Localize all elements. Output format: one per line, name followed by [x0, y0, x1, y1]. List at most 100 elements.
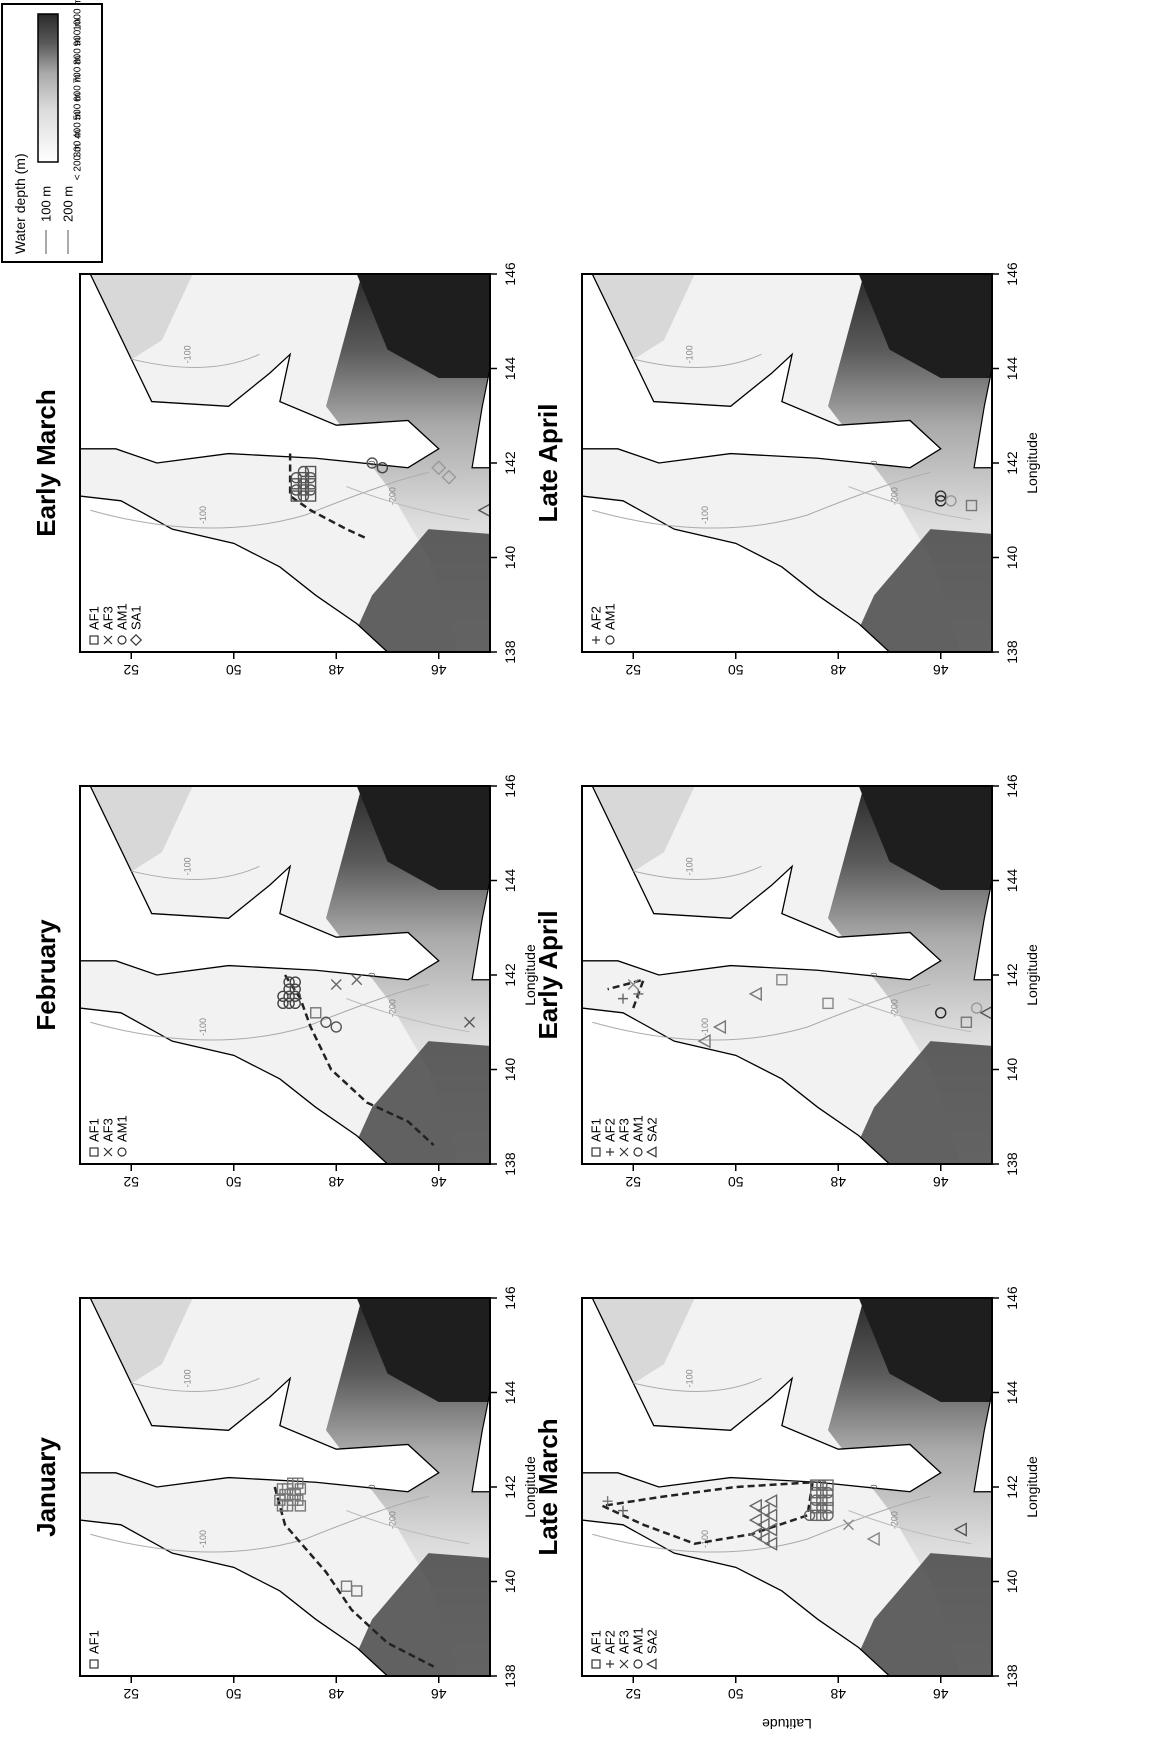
land-south	[973, 880, 992, 981]
legend-label: AF1	[87, 1118, 102, 1142]
legend-label: AM1	[115, 603, 130, 630]
panel-late-april: Late April -100 -100 -200 0 AF2 AM1 138 140 142 14…	[533, 262, 1020, 678]
circle-marker	[366, 457, 378, 469]
lon-tick-label: 142	[1004, 963, 1020, 987]
panel-legend: AF1 AF2 AF3 AM1 SA2	[589, 1115, 660, 1158]
legend-label: AF2	[589, 606, 604, 630]
triangle-marker	[697, 1033, 711, 1049]
isobath-100	[90, 983, 429, 1041]
legend-label: AF3	[617, 1630, 632, 1654]
plus-marker	[618, 1505, 628, 1516]
depth-scale-label: 400 m	[73, 111, 84, 139]
deep-water-west	[346, 1553, 490, 1676]
x-marker	[843, 1519, 854, 1531]
legend-title: Water depth (m)	[12, 153, 28, 254]
legend-label: AF1	[589, 1630, 604, 1654]
lat-tick-label: 48	[328, 1686, 344, 1702]
lon-tick-label: 146	[1004, 774, 1020, 798]
lon-tick-label: 142	[1004, 451, 1020, 475]
lon-tick-label: 146	[1004, 262, 1020, 286]
diamond-marker	[441, 469, 457, 485]
map-area: -100 -100 -200 0	[80, 1298, 490, 1676]
circle-marker	[304, 484, 317, 496]
depth-scale-label: 800 m	[73, 37, 84, 65]
panel-legend: AF2 AM1	[589, 603, 618, 645]
land-continent	[582, 1007, 892, 1164]
circle-marker	[290, 471, 302, 484]
isobath-200	[848, 1510, 972, 1545]
square-marker	[340, 1580, 353, 1592]
x-axis-title: Longitude	[522, 1456, 538, 1518]
lat-tick-label: 50	[728, 662, 744, 678]
axis-titles: Longitude Longitude Longitude Longitude Long…	[522, 432, 1040, 1732]
square-marker	[297, 471, 310, 484]
isobath-100-east	[131, 865, 260, 880]
legend-label: SA2	[645, 1117, 660, 1142]
x-marker	[619, 1659, 629, 1669]
legend-label: AM1	[115, 1115, 130, 1142]
land-south	[471, 1392, 490, 1493]
contour-label: 0	[367, 972, 377, 977]
rotated-figure: January -100 -100 -200 0 AF1 138 140 142 144 146 46…	[1, 0, 1040, 1732]
square-marker	[816, 1486, 828, 1499]
panel-title: Late March	[533, 1418, 563, 1555]
lon-tick-label: 144	[502, 1381, 518, 1405]
lat-tick-label: 46	[933, 1174, 949, 1190]
land-south	[471, 368, 490, 469]
panel-title: January	[31, 1437, 61, 1537]
land-continent	[582, 495, 892, 652]
square-marker	[304, 465, 317, 478]
deep-water-west	[346, 1041, 490, 1164]
deep-water-west	[848, 529, 992, 652]
lon-tick-label: 146	[502, 262, 518, 286]
isobath-200	[848, 998, 972, 1033]
lon-tick-label: 144	[502, 357, 518, 381]
isobath-100	[592, 1495, 931, 1553]
triangle-marker	[756, 1531, 770, 1547]
circle-marker	[289, 983, 301, 995]
depth-scale-label: 300 m	[73, 130, 84, 158]
contour-label: -200	[890, 1511, 900, 1529]
land-south	[471, 880, 490, 981]
square-marker	[290, 490, 302, 502]
land-south	[973, 368, 992, 469]
triangle-marker	[712, 1019, 727, 1035]
depth-scale-label: 600 m	[73, 74, 84, 102]
lon-tick-label: 138	[1004, 1152, 1020, 1176]
triangle-marker	[764, 1508, 778, 1523]
legend-label: AF3	[617, 1118, 632, 1142]
square-marker	[965, 499, 978, 512]
deep-water-west	[346, 529, 490, 652]
square-marker	[822, 1494, 834, 1506]
triangle-marker	[756, 1503, 770, 1518]
circle-marker	[330, 1021, 342, 1033]
contour-label: 0	[869, 1484, 879, 1489]
square-marker	[290, 478, 302, 490]
panel-legend: AF1 AF3 AM1 SA1	[87, 603, 144, 647]
land-continent	[80, 495, 390, 652]
x-marker	[619, 1147, 629, 1157]
contour-label: 0	[367, 460, 377, 465]
plus-marker	[606, 1660, 614, 1668]
track-markers	[277, 974, 475, 1033]
x-marker	[627, 978, 639, 990]
circle-marker	[376, 462, 389, 474]
circle-marker	[290, 484, 302, 496]
deep-basin	[356, 1298, 490, 1402]
triangle-marker	[764, 1493, 778, 1509]
lat-tick-label: 48	[328, 1174, 344, 1190]
triangle-marker	[645, 1146, 657, 1158]
circle-marker	[970, 1002, 983, 1014]
deep-water-west	[848, 1041, 992, 1164]
contour-label: -200	[388, 1511, 398, 1529]
lat-tick-label: 52	[123, 1174, 139, 1190]
track-markers	[274, 1477, 363, 1597]
circle-marker	[289, 997, 301, 1010]
circle-marker	[935, 1007, 947, 1019]
square-marker	[89, 1147, 99, 1157]
panel-title: Early April	[533, 910, 563, 1039]
x-axis-title: Longitude	[1024, 944, 1040, 1006]
legend-label: AF2	[603, 1630, 618, 1654]
deep-basin	[858, 786, 992, 890]
